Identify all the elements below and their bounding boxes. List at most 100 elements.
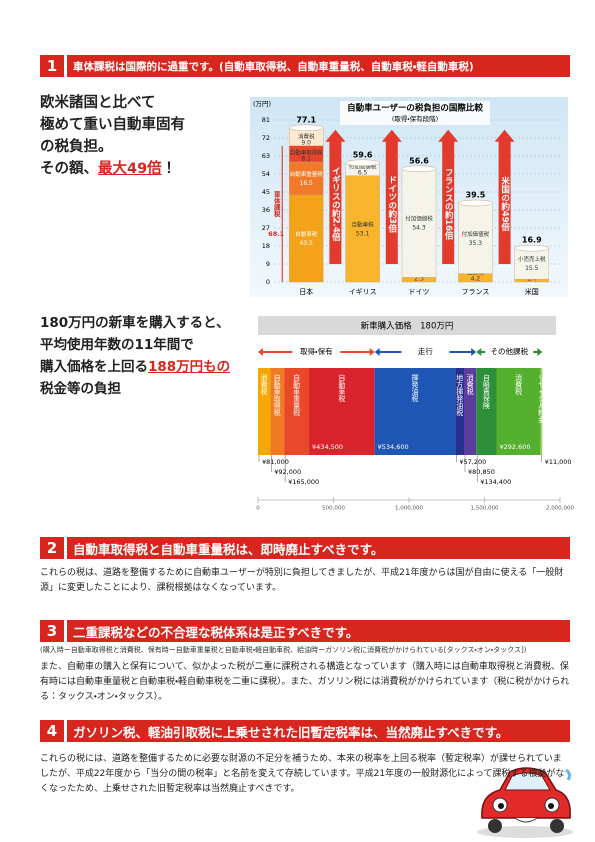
intro-line: その額、最大49倍！ <box>40 158 185 180</box>
intro-text: 欧米諸国と比べて 極めて重い自動車固有 の税負担。 その額、最大49倍！ <box>40 92 185 180</box>
segment-name: 消費税 <box>466 373 474 396</box>
y-tick-label: 0 <box>266 278 270 286</box>
bar-segment <box>345 175 380 283</box>
middle-text: 180万円の新車を購入すると、 平均使用年数の11年間で 購入価格を上回る188… <box>40 312 230 400</box>
segment-value: 9.0 <box>301 139 311 146</box>
section-number: 4 <box>40 720 64 742</box>
annotation: イギリスの約2.4倍 <box>330 167 341 243</box>
section-header: 1 車体課税は国際的に過重です。(自動車取得税、自動車重量税、自動車税・軽自動車… <box>40 55 570 77</box>
total-label: 39.5 <box>466 191 486 200</box>
y-unit: (万円) <box>253 100 271 108</box>
annotation-arrow <box>438 129 459 264</box>
bar-top <box>514 244 550 252</box>
segment-value: ¥134,400 <box>480 478 511 486</box>
segment-name: 地方揮発油税 <box>456 373 464 417</box>
y-tick-label: 63 <box>262 152 270 160</box>
segment-name: 消費税 <box>515 373 523 396</box>
bar-top <box>288 124 324 132</box>
annotation-arrow <box>494 129 515 264</box>
annotation: ドイツの約3倍 <box>387 175 398 233</box>
middle-line: 平均使用年数の11年間で <box>40 337 194 353</box>
phase-label: 走行 <box>418 346 433 356</box>
segment-value: ¥57,200 <box>459 458 486 466</box>
phase-head <box>258 348 375 356</box>
x-tick-label: 500,000 <box>322 506 345 512</box>
phase-label-bg <box>292 346 341 358</box>
x-tick-label: 1,500,000 <box>471 506 499 512</box>
segment-name: 登録税 <box>467 269 484 277</box>
segment-name: 自動車税 <box>521 269 544 277</box>
segment-value: ¥92,000 <box>274 468 301 476</box>
bar-segment <box>284 368 310 455</box>
bar-segment <box>514 247 549 280</box>
text: ！ <box>161 161 177 177</box>
segment-value: 6.5 <box>358 169 368 176</box>
segment-name: 自動車税 <box>408 269 431 277</box>
intro-line: 欧米諸国と比べて <box>40 95 156 111</box>
annotation-arrow <box>325 129 346 264</box>
emphasis: 188万円もの <box>148 359 231 375</box>
segment-name: 付加価値税 <box>349 162 377 170</box>
chart-header: 新車購入価格 180万円 <box>361 321 454 332</box>
segment-name: 自賠責保険 <box>482 373 490 410</box>
x-tick-label: 0 <box>256 506 260 512</box>
segment-value: 53.1 <box>356 230 370 237</box>
phase-label-bg <box>485 346 534 358</box>
bar-top <box>401 165 437 173</box>
bar-segment <box>289 161 324 196</box>
bar-segment <box>496 368 541 455</box>
bar-segment <box>458 202 493 274</box>
intro-line: の税負担。 <box>40 139 113 155</box>
header-box <box>258 316 556 335</box>
bracket-label: 車体課税 <box>272 190 280 219</box>
segment-name: 自動車税 <box>352 220 375 228</box>
section-body: これらの税には、道路を整備するために必要な財源の不足分を補うため、本来の税率を上… <box>40 754 565 794</box>
y-tick-label: 45 <box>262 188 270 196</box>
bar-segment <box>270 368 285 455</box>
bar-segment <box>309 368 375 455</box>
bar-segment <box>458 273 493 283</box>
section-header: 3 二重課税などの不合理な税体系は是正すべきです。 <box>40 620 570 642</box>
section-header: 2 自動車取得税と自動車重量税は、即時廃止すべきです。 <box>40 537 570 559</box>
section-number: 2 <box>40 537 64 559</box>
x-tick-label: 1,000,000 <box>395 506 423 512</box>
segment-name: リサイクル料金 <box>538 374 546 423</box>
segment-value: 4.2 <box>471 276 481 283</box>
bar-segment <box>401 168 437 278</box>
x-tick-label: 日本 <box>299 287 313 296</box>
y-tick-label: 27 <box>262 224 270 232</box>
annotation: 米国の約49倍 <box>500 176 511 232</box>
section-number: 1 <box>40 55 64 77</box>
bar-segment <box>289 145 324 163</box>
bar-segment <box>514 279 549 283</box>
segment-name: 付加価値税 <box>462 230 490 238</box>
total-label: 59.6 <box>353 150 373 159</box>
y-tick-label: 36 <box>262 206 270 214</box>
text: その額、 <box>40 161 98 177</box>
segment-name: 自動車税 <box>338 373 346 403</box>
segment-value: 15.5 <box>525 265 539 272</box>
bar-segment <box>289 194 324 283</box>
section-title: 自動車取得税と自動車重量税は、即時廃止すべきです。 <box>67 537 570 559</box>
annotation-arrow <box>381 129 402 264</box>
segment-value: ¥165,000 <box>288 478 319 486</box>
section-body: また、自動車の購入と保有について、似かよった税が二重に課税される構造となっていま… <box>40 662 570 702</box>
y-tick-label: 9 <box>266 260 270 268</box>
segment-value: ¥11,000 <box>545 458 572 466</box>
phase-head <box>476 348 543 356</box>
bar-top <box>458 199 493 207</box>
emphasis: 最大49倍 <box>98 161 162 177</box>
segment-name: 消費税 <box>260 373 268 396</box>
x-tick-label: 2,000,000 <box>546 506 574 512</box>
segment-name: 自動車税 <box>295 230 318 238</box>
segment-name: 付加価値税 <box>405 215 433 223</box>
segment-name: 小売売上税 <box>518 255 546 263</box>
chart-title: 自動車ユーザーの税負担の国際比較 <box>347 103 483 114</box>
segment-value: 16.5 <box>300 180 314 187</box>
bar-segment <box>476 368 497 455</box>
middle-line: 購入価格を上回る188万円もの <box>40 356 230 378</box>
bar-top <box>345 159 380 167</box>
segment-name: 自動車重量税 <box>290 170 324 178</box>
segment-name: 自動車取得税 <box>290 149 324 157</box>
